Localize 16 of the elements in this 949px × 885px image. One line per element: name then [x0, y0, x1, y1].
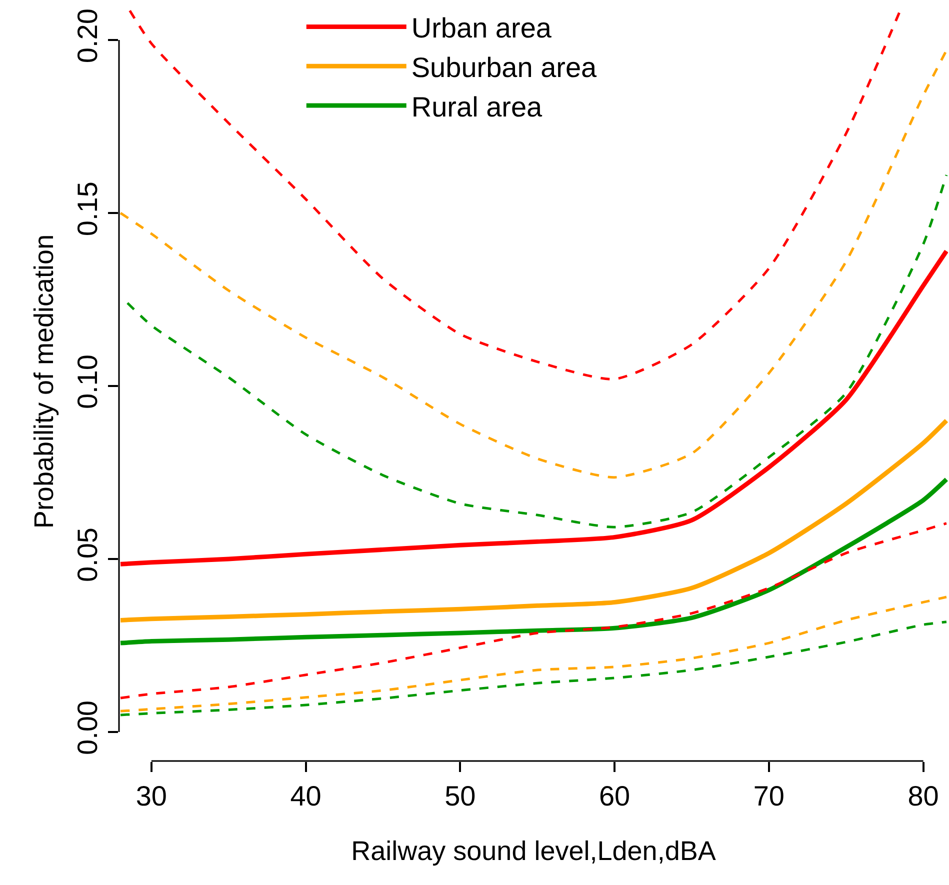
x-tick-label: 30 — [136, 780, 167, 812]
y-tick-label: 0.05 — [72, 528, 103, 582]
x-tick-label: 70 — [753, 780, 784, 812]
y-tick-label: 0.00 — [72, 700, 103, 755]
legend-label: Rural area — [411, 91, 543, 122]
x-tick-label: 60 — [598, 780, 630, 812]
x-axis-title: Railway sound level,Lden,dBA — [351, 836, 716, 866]
x-tick-label: 50 — [444, 780, 476, 812]
y-axis-title: Probability of medication — [28, 234, 59, 529]
y-tick-label: 0.20 — [72, 8, 103, 64]
x-tick-label: 80 — [908, 780, 939, 812]
legend-label: Suburban area — [411, 52, 598, 84]
y-tick-label: 0.15 — [72, 182, 103, 236]
y-tick-label: 0.10 — [72, 354, 103, 410]
x-tick-label: 40 — [290, 780, 322, 812]
legend-label: Urban area — [411, 12, 552, 44]
